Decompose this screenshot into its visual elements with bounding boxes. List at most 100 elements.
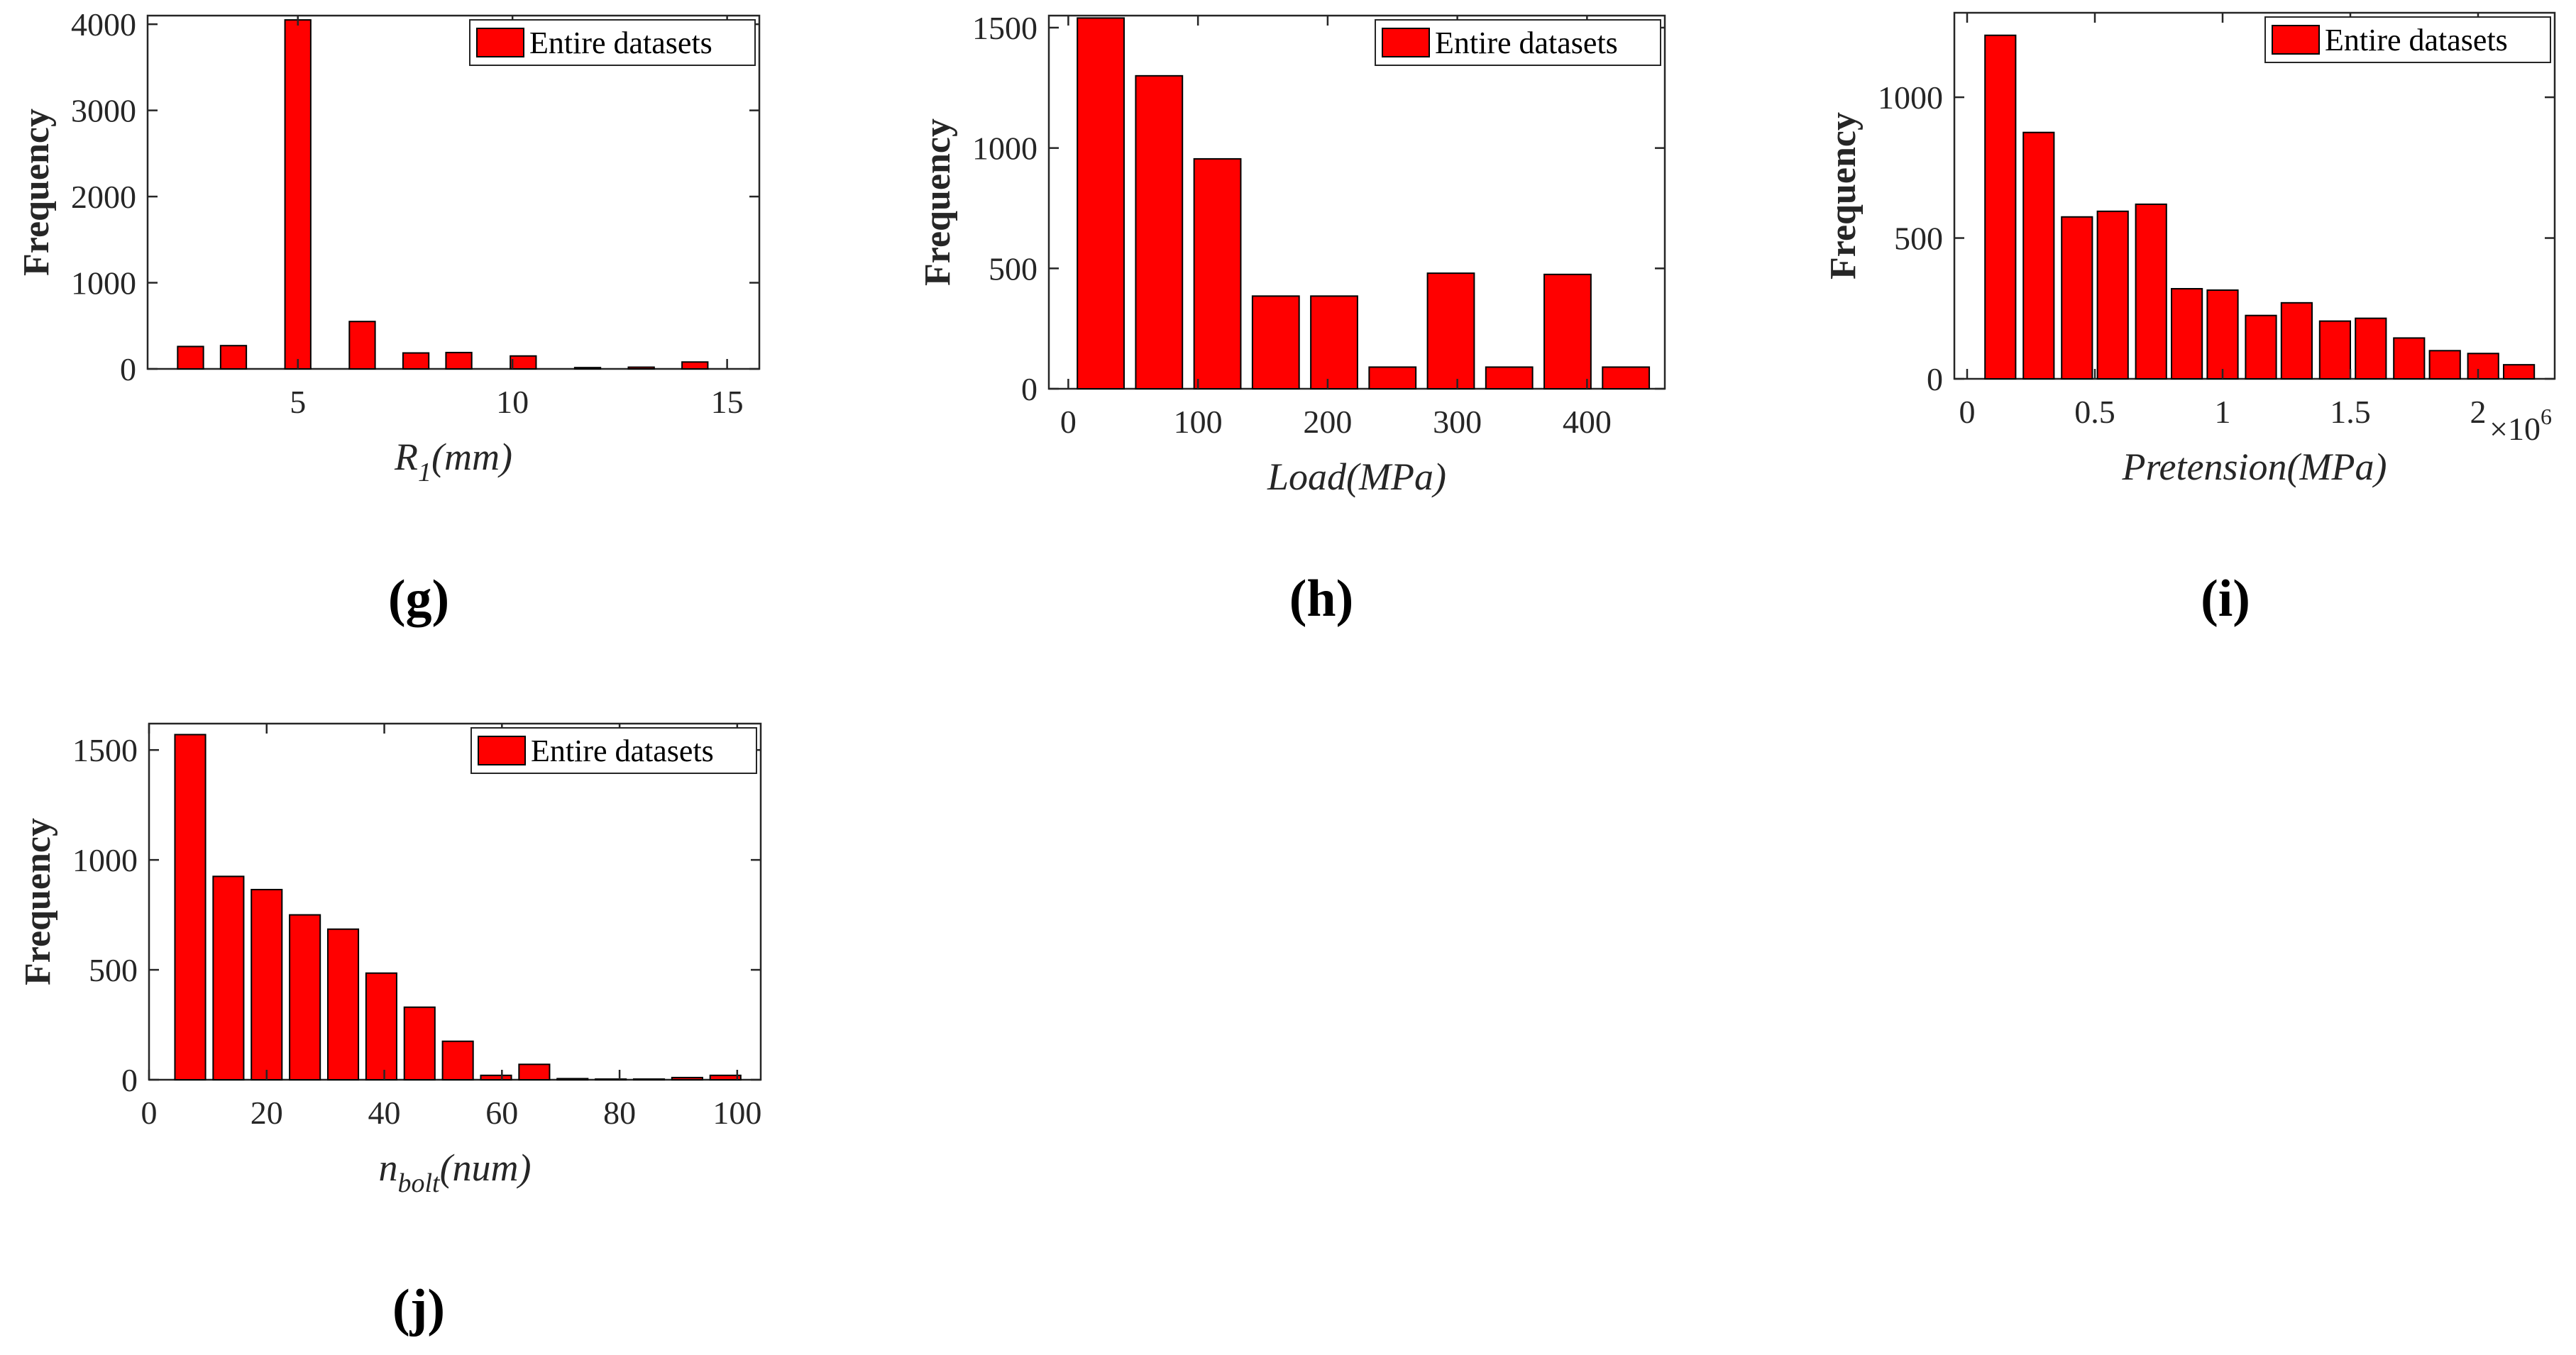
- x-tick-label: 15: [711, 384, 744, 420]
- y-tick-label: 500: [1894, 221, 1943, 257]
- bar: [681, 361, 709, 370]
- y-ticks: 0 500 1000 1500: [72, 732, 761, 1098]
- bars: [1984, 34, 2536, 380]
- x-ticks: 0 0.5 1 1.5 2: [1959, 13, 2487, 430]
- bar: [627, 366, 655, 370]
- bar: [402, 352, 430, 370]
- bar: [2467, 353, 2499, 380]
- bar: [445, 351, 473, 370]
- bars: [174, 734, 742, 1081]
- bar: [441, 1040, 474, 1080]
- panel-h: 0 500 1000 1500 0 100 200 300 400 Entire datase…: [918, 10, 1666, 628]
- y-tick-label: 0: [121, 1062, 138, 1098]
- x-axis-exponent: ×106: [2489, 404, 2552, 447]
- x-axis-label-main: n: [378, 1146, 397, 1189]
- bar: [2393, 337, 2426, 380]
- x-axis-label-tail: (mm): [431, 436, 512, 478]
- x-axis-label: nbolt(num): [378, 1146, 531, 1198]
- y-tick-label: 1500: [72, 732, 138, 768]
- x-tick-label: 1.5: [2330, 394, 2371, 430]
- x-axis-label-sub: bolt: [397, 1168, 441, 1198]
- bars: [1077, 17, 1651, 390]
- x-tick-label: 400: [1563, 404, 1612, 440]
- bars: [177, 19, 709, 370]
- bar: [1368, 366, 1417, 390]
- bar: [632, 1078, 666, 1080]
- x-tick-label: 40: [368, 1095, 401, 1131]
- x-tick-label: 0.5: [2074, 394, 2115, 430]
- bar: [595, 1078, 627, 1080]
- y-tick-label: 2000: [71, 179, 136, 215]
- bar: [2318, 320, 2352, 380]
- y-tick-label: 0: [1927, 361, 1943, 397]
- bar: [219, 345, 248, 370]
- x-tick-label: 100: [1174, 404, 1223, 440]
- x-tick-label: 1: [2215, 394, 2231, 430]
- bar: [365, 972, 397, 1080]
- legend: Entire datasets: [2264, 16, 2551, 63]
- bar: [2503, 364, 2536, 380]
- legend-label: Entire datasets: [529, 26, 712, 60]
- y-tick-label: 0: [120, 351, 136, 387]
- y-tick-label: 1000: [72, 842, 138, 878]
- y-axis-label: Frequency: [1823, 112, 1864, 280]
- bar: [709, 1074, 742, 1081]
- legend-swatch: [1382, 28, 1430, 57]
- bar: [1543, 273, 1592, 389]
- bar: [174, 734, 207, 1080]
- bar: [326, 928, 360, 1081]
- x-tick-label: 20: [251, 1095, 283, 1131]
- bar: [2280, 302, 2313, 380]
- bar: [2061, 216, 2093, 380]
- bar: [1602, 366, 1651, 390]
- bar: [480, 1074, 512, 1081]
- y-ticks: 0 1000 2000 3000 4000: [71, 6, 759, 387]
- legend-label: Entire datasets: [2325, 23, 2508, 57]
- bar: [348, 321, 376, 370]
- bar: [2245, 314, 2277, 380]
- exponent-power: 6: [2541, 404, 2552, 429]
- legend-box: [2264, 16, 2551, 63]
- x-tick-label: 0: [1060, 404, 1077, 440]
- bar: [510, 355, 537, 370]
- bar: [1077, 17, 1125, 389]
- bar: [518, 1063, 551, 1080]
- legend: Entire datasets: [470, 727, 757, 774]
- bar: [573, 367, 602, 370]
- x-ticks: 5 10 15: [290, 16, 744, 420]
- bar: [403, 1006, 436, 1080]
- y-tick-label: 3000: [71, 93, 136, 129]
- legend-label: Entire datasets: [531, 734, 714, 768]
- y-tick-label: 1000: [71, 265, 136, 302]
- x-axis-label-main: R: [394, 436, 418, 478]
- legend-swatch: [478, 736, 526, 765]
- panel-label: (i): [2201, 570, 2250, 628]
- y-tick-label: 1000: [1878, 79, 1943, 116]
- panel-label: (j): [392, 1279, 445, 1337]
- y-tick-label: 500: [89, 952, 138, 988]
- panel-i: 0 500 1000 0 0.5 1 1.5 2 Entire datasets Frequ…: [1823, 11, 2556, 628]
- x-axis-label-sub: 1: [418, 458, 431, 487]
- x-axis-label-main: Load(MPa): [1267, 455, 1446, 498]
- x-axis-label-tail: (num): [440, 1146, 532, 1189]
- y-tick-label: 1000: [972, 131, 1037, 167]
- legend-swatch: [476, 28, 524, 57]
- x-tick-label: 10: [496, 384, 529, 420]
- x-tick-label: 100: [712, 1095, 761, 1131]
- bar: [251, 888, 283, 1080]
- bar: [1984, 34, 2017, 380]
- bar: [1193, 157, 1242, 389]
- y-ticks: 0 500 1000 1500: [972, 10, 1665, 407]
- bar: [1135, 74, 1184, 389]
- bar: [2096, 210, 2129, 380]
- legend-swatch: [2272, 25, 2320, 55]
- x-tick-label: 5: [290, 384, 306, 420]
- bar: [2022, 131, 2055, 380]
- bar: [556, 1078, 589, 1080]
- x-ticks: 0 20 40 60 80 100: [141, 724, 761, 1131]
- x-tick-label: 200: [1303, 404, 1352, 440]
- x-axis-label: Load(MPa): [1267, 455, 1446, 498]
- bar: [1310, 295, 1358, 389]
